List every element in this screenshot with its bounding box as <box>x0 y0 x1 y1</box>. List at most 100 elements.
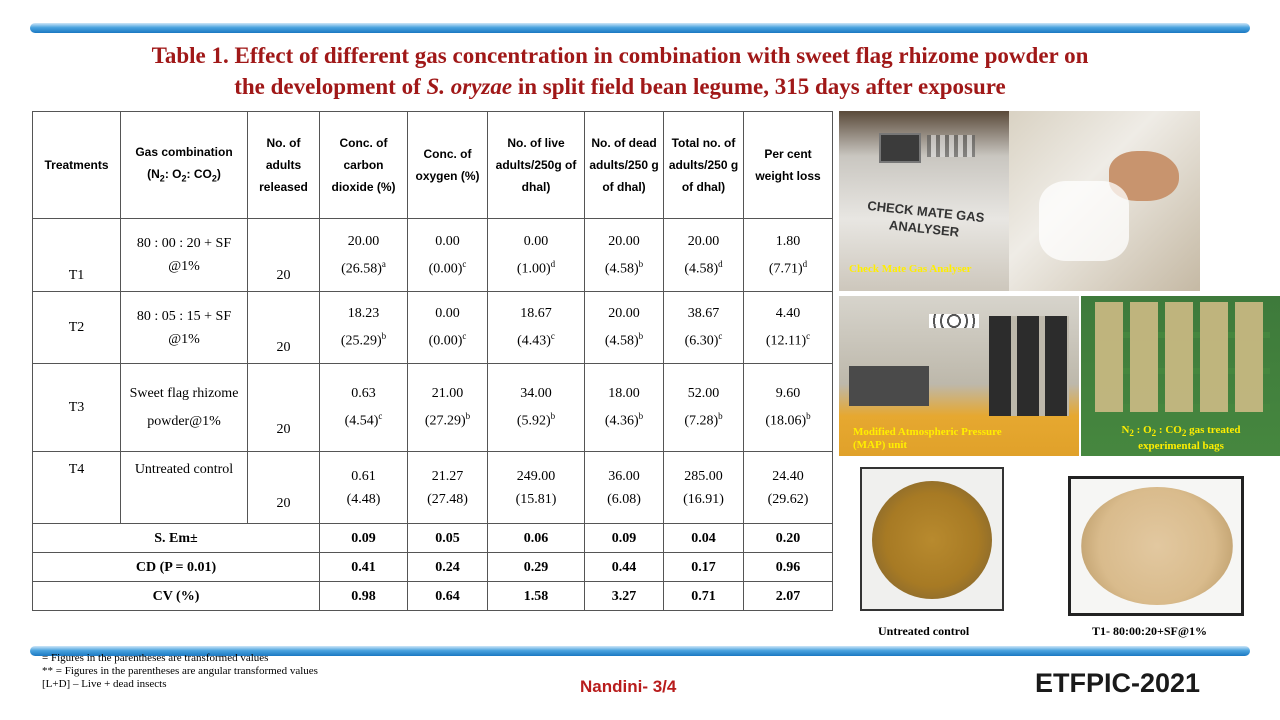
total-cell: 20.00 (4.58)d <box>663 218 744 292</box>
weight-loss-cell: 4.40 (12.11)c <box>743 291 833 364</box>
treatment-cell: T1 <box>32 218 121 292</box>
header-carbon-dioxide: Conc. of carbon dioxide (%) <box>319 111 408 219</box>
co2-cell: 0.61 (4.48) <box>319 451 408 524</box>
stat-value: 2.07 <box>743 581 833 611</box>
live-cell: 0.00 (1.00)d <box>487 218 585 292</box>
title-line-2: the development of S. oryzae in split fi… <box>234 74 1006 99</box>
weight-loss-cell: 9.60 (18.06)b <box>743 363 833 452</box>
map-unit-photo: Modified Atmospheric Pressure (MAP) unit <box>839 296 1079 456</box>
treated-bags-photo: N2 : O2 : CO2 gas treated experimental b… <box>1081 296 1280 456</box>
header-live-adults: No. of live adults/250g of dhal) <box>487 111 585 219</box>
header-treatments: Treatments <box>32 111 121 219</box>
slide-title: Table 1. Effect of different gas concent… <box>30 40 1210 102</box>
stat-value: 0.96 <box>743 552 833 582</box>
treated-t1-photo <box>1068 476 1244 616</box>
bag-shape <box>1039 181 1129 261</box>
stat-value: 0.09 <box>319 523 408 553</box>
gas-analyser-caption: Check Mate Gas Analyser <box>849 263 972 275</box>
table-row: T2 80 : 05 : 15 + SF @1% 20 18.23 (25.29)… <box>32 291 833 364</box>
stats-row-cv: CV (%) 0.98 0.64 1.58 3.27 0.71 2.07 <box>32 581 833 611</box>
footnote-1: = Figures in the parentheses are transfo… <box>42 652 269 664</box>
stat-value: 0.17 <box>663 552 744 582</box>
header-gas-combination: Gas combination (N2: O2: CO2) <box>120 111 248 219</box>
co2-cell: 20.00 (26.58)a <box>319 218 408 292</box>
treatment-cell: T3 <box>32 363 121 452</box>
stat-value: 0.09 <box>584 523 664 553</box>
table-row: T3 Sweet flag rhizome powder@1% 20 0.63(… <box>32 363 833 452</box>
header-oxygen: Conc. of oxygen (%) <box>407 111 488 219</box>
dish-untreated <box>872 481 992 599</box>
stat-value: 0.98 <box>319 581 408 611</box>
total-cell: 38.67 (6.30)c <box>663 291 744 364</box>
co2-cell: 0.63 (4.54)c <box>319 363 408 452</box>
title-line-1: Table 1. Effect of different gas concent… <box>151 43 1089 68</box>
footnote-2: ** = Figures in the parentheses are angu… <box>42 665 318 677</box>
stat-value: 3.27 <box>584 581 664 611</box>
stat-value: 0.04 <box>663 523 744 553</box>
dead-cell: 20.00 (4.58)b <box>584 218 664 292</box>
stat-value: 0.06 <box>487 523 585 553</box>
map-device <box>849 366 929 406</box>
bags-caption: N2 : O2 : CO2 gas treated experimental b… <box>1121 424 1241 453</box>
header-adults-released: No. of adults released <box>247 111 320 219</box>
dead-cell: 20.00 (4.58)b <box>584 291 664 364</box>
untreated-control-photo <box>860 467 1004 611</box>
gas-cylinders <box>989 316 1069 416</box>
weight-loss-cell: 1.80 (7.71)d <box>743 218 833 292</box>
bag-grid <box>1095 302 1270 412</box>
stat-value: 0.29 <box>487 552 585 582</box>
stat-label: CD (P = 0.01) <box>32 552 320 582</box>
gas-cell: 80 : 00 : 20 + SF @1% <box>120 218 248 292</box>
header-weight-loss: Per cent weight loss <box>743 111 833 219</box>
stat-value: 0.44 <box>584 552 664 582</box>
stat-value: 0.41 <box>319 552 408 582</box>
total-cell: 52.00 (7.28)b <box>663 363 744 452</box>
stat-value: 0.24 <box>407 552 488 582</box>
analyser-keypad <box>927 135 975 157</box>
stat-label: S. Em± <box>32 523 320 553</box>
gas-analyser-photo: CHECK MATE GAS ANALYSER Check Mate Gas A… <box>839 111 1009 291</box>
total-cell: 285.00 (16.91) <box>663 451 744 524</box>
stat-value: 0.64 <box>407 581 488 611</box>
dish-treated <box>1081 487 1233 605</box>
stat-value: 0.71 <box>663 581 744 611</box>
o2-cell: 21.27 (27.48) <box>407 451 488 524</box>
author-label: Nandini- 3/4 <box>580 677 677 696</box>
conference-label: ETFPIC-2021 <box>1035 668 1201 698</box>
gas-sampling-bag-photo <box>1009 111 1200 291</box>
stats-row-sem: S. Em± 0.09 0.05 0.06 0.09 0.04 0.20 <box>32 523 833 553</box>
stat-label: CV (%) <box>32 581 320 611</box>
footnotes: = Figures in the parentheses are transfo… <box>42 652 318 691</box>
map-caption: Modified Atmospheric Pressure (MAP) unit <box>853 426 1002 451</box>
weight-loss-cell: 24.40 (29.62) <box>743 451 833 524</box>
dead-cell: 36.00 (6.08) <box>584 451 664 524</box>
live-cell: 34.00 (5.92)b <box>487 363 585 452</box>
treated-caption: T1- 80:00:20+SF@1% <box>1092 624 1207 638</box>
bottom-blue-band <box>30 646 1250 656</box>
table-row: T1 80 : 00 : 20 + SF @1% 20 20.00 (26.58)… <box>32 218 833 292</box>
o2-cell: 21.00 (27.29)b <box>407 363 488 452</box>
live-cell: 18.67 (4.43)c <box>487 291 585 364</box>
footnote-3: [L+D] – Live + dead insects <box>42 678 167 690</box>
co2-cell: 18.23 (25.29)b <box>319 291 408 364</box>
o2-cell: 0.00 (0.00)c <box>407 291 488 364</box>
untreated-caption: Untreated control <box>878 624 970 638</box>
header-dead-adults: No. of dead adults/250 g of dhal) <box>584 111 664 219</box>
stat-value: 0.05 <box>407 523 488 553</box>
stat-value: 0.20 <box>743 523 833 553</box>
gas-cell: Untreated control <box>120 451 248 524</box>
analyser-label: CHECK MATE GAS ANALYSER <box>866 197 986 240</box>
gas-cell: 80 : 05 : 15 + SF @1% <box>120 291 248 364</box>
table-row: T4 Untreated control 20 0.61 (4.48) 21.27… <box>32 451 833 524</box>
top-blue-band <box>30 23 1250 33</box>
stat-value: 1.58 <box>487 581 585 611</box>
gas-cell: Sweet flag rhizome powder@1% <box>120 363 248 452</box>
dead-cell: 18.00 (4.36)b <box>584 363 664 452</box>
analyser-screen <box>879 133 921 163</box>
adults-cell: 20 <box>247 451 320 524</box>
treatment-cell: T4 <box>32 451 121 524</box>
header-total-adults: Total no. of adults/250 g of dhal) <box>663 111 744 219</box>
adults-cell: 20 <box>247 363 320 452</box>
stats-row-cd: CD (P = 0.01) 0.41 0.24 0.29 0.44 0.17 0… <box>32 552 833 582</box>
results-table: Treatments Gas combination (N2: O2: CO2) … <box>32 111 833 611</box>
